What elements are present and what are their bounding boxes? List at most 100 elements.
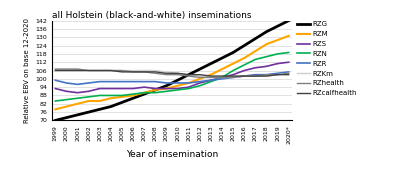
Line: RZG: RZG xyxy=(55,21,289,120)
RZN xyxy=(286,51,291,53)
RZS xyxy=(97,88,102,90)
RZcalfhealth xyxy=(186,74,191,76)
RZhealth xyxy=(242,75,247,77)
RZhealth xyxy=(175,74,180,76)
RZM xyxy=(231,63,236,65)
RZR xyxy=(86,82,91,84)
RZG xyxy=(53,119,58,121)
RZN xyxy=(120,94,124,96)
RZhealth xyxy=(164,74,169,76)
Line: RZcalfhealth: RZcalfhealth xyxy=(55,71,289,76)
RZR xyxy=(208,79,213,81)
RZM xyxy=(120,96,124,98)
Legend: RZG, RZM, RZS, RZN, RZR, RZKm, RZhealth, RZcalfhealth: RZG, RZM, RZS, RZN, RZR, RZKm, RZhealth,… xyxy=(294,19,360,99)
RZR xyxy=(75,83,80,85)
RZhealth xyxy=(86,69,91,72)
RZhealth xyxy=(264,74,269,76)
RZR xyxy=(64,82,69,84)
RZG xyxy=(131,97,136,99)
RZG xyxy=(286,20,291,22)
RZM xyxy=(153,89,158,91)
RZG xyxy=(220,57,224,59)
RZKm xyxy=(86,69,91,72)
RZhealth xyxy=(253,75,258,77)
RZM xyxy=(264,43,269,45)
RZcalfhealth xyxy=(120,71,124,73)
RZG xyxy=(64,117,69,119)
RZS xyxy=(131,88,136,90)
RZhealth xyxy=(64,68,69,70)
RZG xyxy=(164,85,169,87)
RZG xyxy=(108,105,113,108)
RZS xyxy=(220,76,224,78)
RZR xyxy=(253,74,258,76)
RZG xyxy=(197,68,202,70)
RZhealth xyxy=(108,69,113,72)
RZKm xyxy=(164,71,169,73)
RZKm xyxy=(275,74,280,76)
RZG xyxy=(208,63,213,65)
RZN xyxy=(53,100,58,102)
RZM xyxy=(131,94,136,96)
RZhealth xyxy=(286,72,291,74)
RZS xyxy=(175,88,180,90)
RZcalfhealth xyxy=(220,75,224,77)
RZhealth xyxy=(231,76,236,78)
RZcalfhealth xyxy=(131,71,136,73)
RZS xyxy=(253,67,258,69)
RZS xyxy=(108,88,113,90)
RZKm xyxy=(142,69,147,72)
RZhealth xyxy=(186,75,191,77)
Y-axis label: Relative EBV on base 12-2020: Relative EBV on base 12-2020 xyxy=(24,18,30,123)
RZR xyxy=(131,80,136,83)
RZM xyxy=(220,68,224,70)
RZKm xyxy=(253,75,258,77)
RZM xyxy=(142,92,147,94)
RZcalfhealth xyxy=(253,75,258,77)
RZG xyxy=(242,45,247,47)
RZcalfhealth xyxy=(242,75,247,77)
RZcalfhealth xyxy=(231,75,236,77)
RZN xyxy=(64,99,69,101)
RZcalfhealth xyxy=(86,69,91,72)
RZcalfhealth xyxy=(97,69,102,72)
RZcalfhealth xyxy=(197,74,202,76)
RZcalfhealth xyxy=(142,71,147,73)
RZS xyxy=(120,88,124,90)
RZS xyxy=(142,86,147,88)
RZN xyxy=(275,53,280,55)
RZhealth xyxy=(208,76,213,78)
Line: RZM: RZM xyxy=(55,36,289,109)
RZM xyxy=(53,108,58,110)
RZR xyxy=(53,79,58,81)
RZS xyxy=(275,63,280,65)
RZG xyxy=(275,25,280,27)
RZhealth xyxy=(220,76,224,78)
RZN xyxy=(108,94,113,96)
RZcalfhealth xyxy=(286,74,291,76)
RZKm xyxy=(220,76,224,78)
RZM xyxy=(75,103,80,105)
RZhealth xyxy=(142,71,147,73)
RZKm xyxy=(153,69,158,72)
RZN xyxy=(175,89,180,91)
RZM xyxy=(286,35,291,37)
RZM xyxy=(275,39,280,41)
RZS xyxy=(64,90,69,92)
RZR xyxy=(142,80,147,83)
RZcalfhealth xyxy=(275,74,280,76)
RZhealth xyxy=(75,68,80,70)
RZKm xyxy=(75,68,80,70)
RZS xyxy=(186,86,191,88)
RZKm xyxy=(108,69,113,72)
RZG xyxy=(175,79,180,81)
RZhealth xyxy=(197,76,202,78)
RZKm xyxy=(208,76,213,78)
Text: all Holstein (black-and-white) inseminations: all Holstein (black-and-white) inseminat… xyxy=(52,11,252,20)
RZKm xyxy=(186,74,191,76)
RZhealth xyxy=(97,69,102,72)
RZKm xyxy=(231,76,236,78)
RZN xyxy=(220,76,224,78)
RZhealth xyxy=(131,71,136,73)
RZN xyxy=(164,90,169,92)
